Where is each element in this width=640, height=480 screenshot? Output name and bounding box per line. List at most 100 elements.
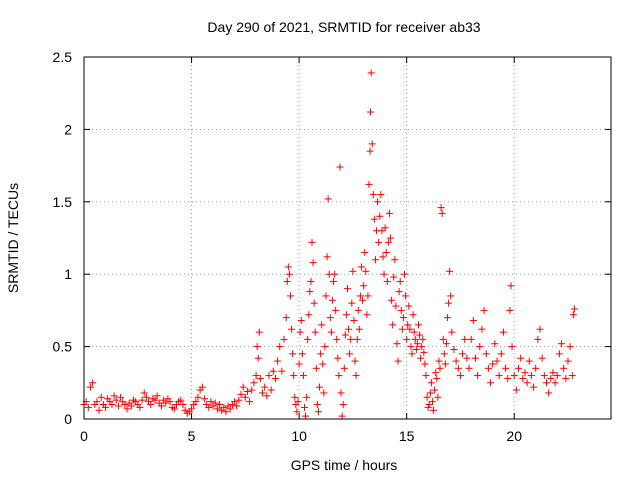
data-point [339,401,347,409]
data-point [308,238,316,246]
data-point [489,360,497,368]
data-point [356,292,364,300]
data-point [288,325,296,333]
data-point [216,401,224,409]
data-point [337,389,345,397]
data-point [547,374,555,382]
data-point [295,360,303,368]
data-point [367,69,375,77]
data-point [271,374,279,382]
data-points [80,69,578,420]
x-tick-label: 0 [80,428,88,444]
data-point [423,393,431,401]
data-point [371,256,379,264]
data-point [402,292,410,300]
data-point [512,386,520,394]
data-point [231,398,239,406]
data-point [302,412,310,420]
data-point [383,277,391,285]
data-point [542,379,550,387]
data-point [431,386,439,394]
data-point [291,393,299,401]
data-point [456,372,464,380]
data-point [319,360,327,368]
data-point [267,386,275,394]
data-point [434,393,442,401]
data-point [476,343,484,351]
data-point [385,209,393,217]
data-point [153,392,161,400]
axis-ticks: 0 5 10 15 20 0 0.5 1 1.5 2 2.5 [53,49,611,444]
data-point [138,396,146,404]
data-point [317,350,325,358]
data-point [432,369,440,377]
data-point [387,234,395,242]
data-point [487,379,495,387]
data-point [296,328,304,336]
data-point [338,412,346,420]
data-point [330,277,338,285]
plot-frame [83,56,612,420]
data-point [396,277,404,285]
data-point [222,408,230,416]
data-point [558,340,566,348]
data-point [188,405,196,413]
data-point [89,379,97,387]
x-tick-label: 20 [506,428,522,444]
data-point [433,374,441,382]
data-point [401,270,409,278]
data-point [84,403,92,411]
data-point [102,403,110,411]
data-point [405,302,413,310]
data-point [469,317,477,325]
data-point [382,248,390,256]
data-point [375,238,383,246]
data-point [540,372,548,380]
data-point [569,311,577,319]
data-point [418,343,426,351]
data-point [545,389,553,397]
data-point [507,282,515,290]
data-point [378,227,386,235]
data-point [467,335,475,343]
data-point [566,343,574,351]
data-point [340,364,348,372]
data-point [347,335,355,343]
data-point [426,389,434,397]
data-point [246,398,254,406]
data-point [445,299,453,307]
data-point [211,399,219,407]
data-point [136,403,144,411]
data-point [346,350,354,358]
x-axis-label: GPS time / hours [291,457,398,473]
data-point [303,393,311,401]
data-point [568,372,576,380]
data-point [454,364,462,372]
data-point [406,325,414,333]
data-point [412,345,420,353]
data-point [482,350,490,358]
data-point [207,398,215,406]
data-point [348,299,356,307]
data-point [256,374,264,382]
data-point [307,277,315,285]
data-point [299,372,307,380]
data-point [395,288,403,296]
data-point [491,340,499,348]
data-point [463,354,471,362]
data-point [220,403,228,411]
data-point [538,354,546,362]
data-point [549,369,557,377]
data-point [166,398,174,406]
data-point [314,408,322,416]
data-point [363,311,371,319]
data-point [359,296,367,304]
data-point [416,331,424,339]
data-point [366,147,374,155]
data-point [355,325,363,333]
data-point [335,372,343,380]
data-point [170,405,178,413]
data-point [446,267,454,275]
data-point [398,325,406,333]
